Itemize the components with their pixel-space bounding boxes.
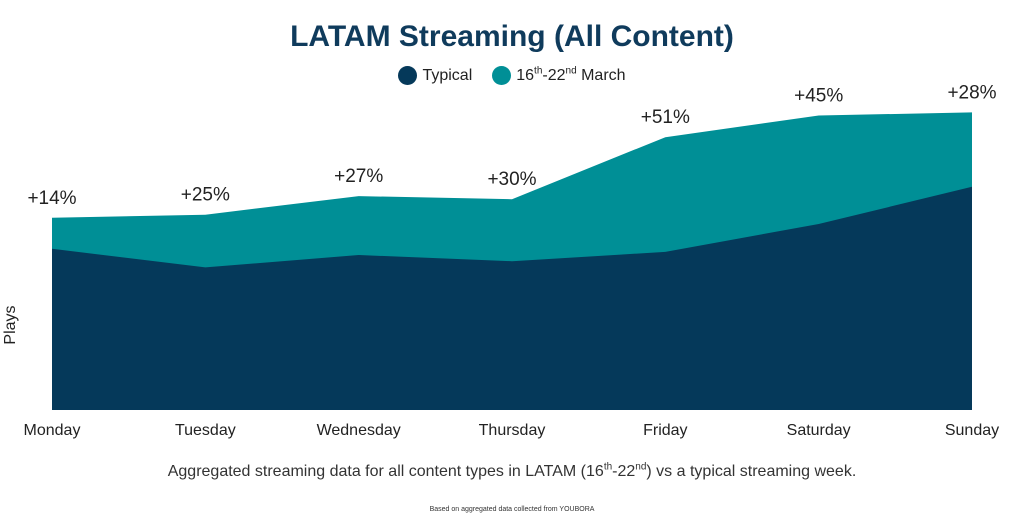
data-label: +30% bbox=[487, 169, 536, 190]
source-note: Based on aggregated data collected from … bbox=[429, 506, 595, 513]
legend-item-typical[interactable]: Typical bbox=[398, 66, 472, 85]
chart-title: LATAM Streaming (All Content) bbox=[290, 20, 734, 53]
x-tick-label: Friday bbox=[643, 422, 687, 439]
legend-label-march: 16th-22nd March bbox=[516, 65, 626, 84]
x-tick-label: Tuesday bbox=[175, 422, 236, 439]
legend-swatch-typical bbox=[398, 66, 418, 85]
chart-caption: Aggregated streaming data for all conten… bbox=[167, 461, 857, 480]
area-typical bbox=[52, 186, 972, 410]
x-tick-label: Saturday bbox=[787, 422, 851, 439]
data-label: +51% bbox=[641, 107, 690, 128]
data-label: +25% bbox=[181, 185, 230, 206]
legend-item-march[interactable]: 16th-22nd March bbox=[492, 65, 626, 85]
x-tick-label: Monday bbox=[24, 422, 81, 439]
data-label: +27% bbox=[334, 166, 383, 187]
x-tick-label: Wednesday bbox=[317, 422, 401, 439]
data-label: +45% bbox=[794, 86, 843, 107]
x-tick-label: Thursday bbox=[479, 422, 546, 439]
x-tick-label: Sunday bbox=[945, 422, 999, 439]
data-label: +14% bbox=[27, 188, 76, 209]
legend-label-typical: Typical bbox=[422, 66, 473, 84]
legend-swatch-march bbox=[492, 66, 512, 85]
y-axis-label: Plays bbox=[2, 305, 19, 344]
data-label: +28% bbox=[947, 82, 996, 103]
legend: Typical 16th-22nd March bbox=[0, 66, 1024, 85]
